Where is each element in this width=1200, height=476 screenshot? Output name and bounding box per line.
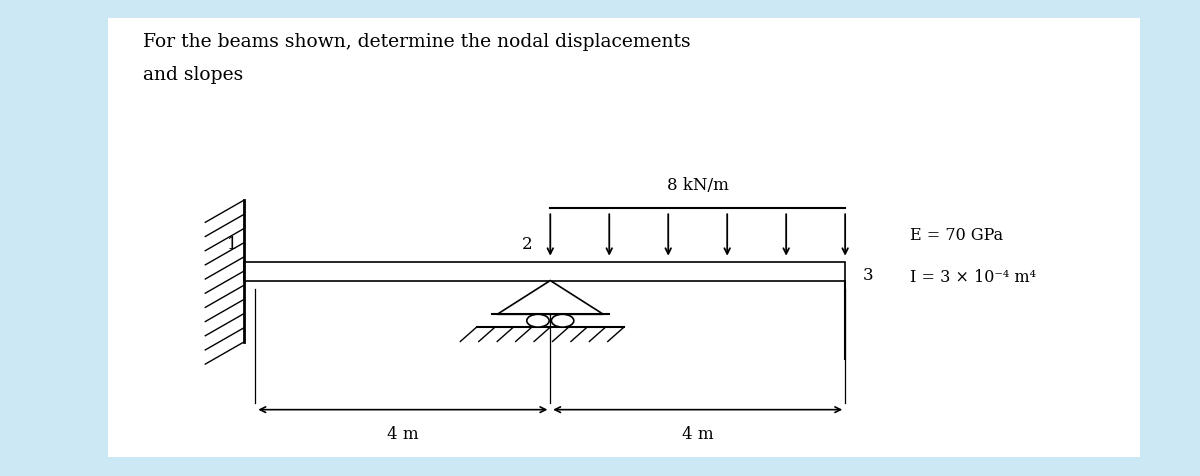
Circle shape (527, 315, 550, 327)
Text: 3: 3 (863, 267, 874, 284)
Bar (244, 262, 845, 281)
Text: 2: 2 (521, 235, 532, 252)
Text: 8 kN/m: 8 kN/m (667, 177, 728, 193)
Polygon shape (497, 281, 604, 315)
Text: I = 3 × 10⁻⁴ m⁴: I = 3 × 10⁻⁴ m⁴ (910, 268, 1036, 285)
Text: For the beams shown, determine the nodal displacements: For the beams shown, determine the nodal… (143, 32, 691, 50)
Text: and slopes: and slopes (143, 66, 244, 84)
Text: 1: 1 (227, 235, 238, 252)
Circle shape (552, 315, 574, 327)
Text: 4 m: 4 m (682, 425, 714, 442)
Text: 4 m: 4 m (388, 425, 419, 442)
Text: E = 70 GPa: E = 70 GPa (910, 226, 1003, 243)
